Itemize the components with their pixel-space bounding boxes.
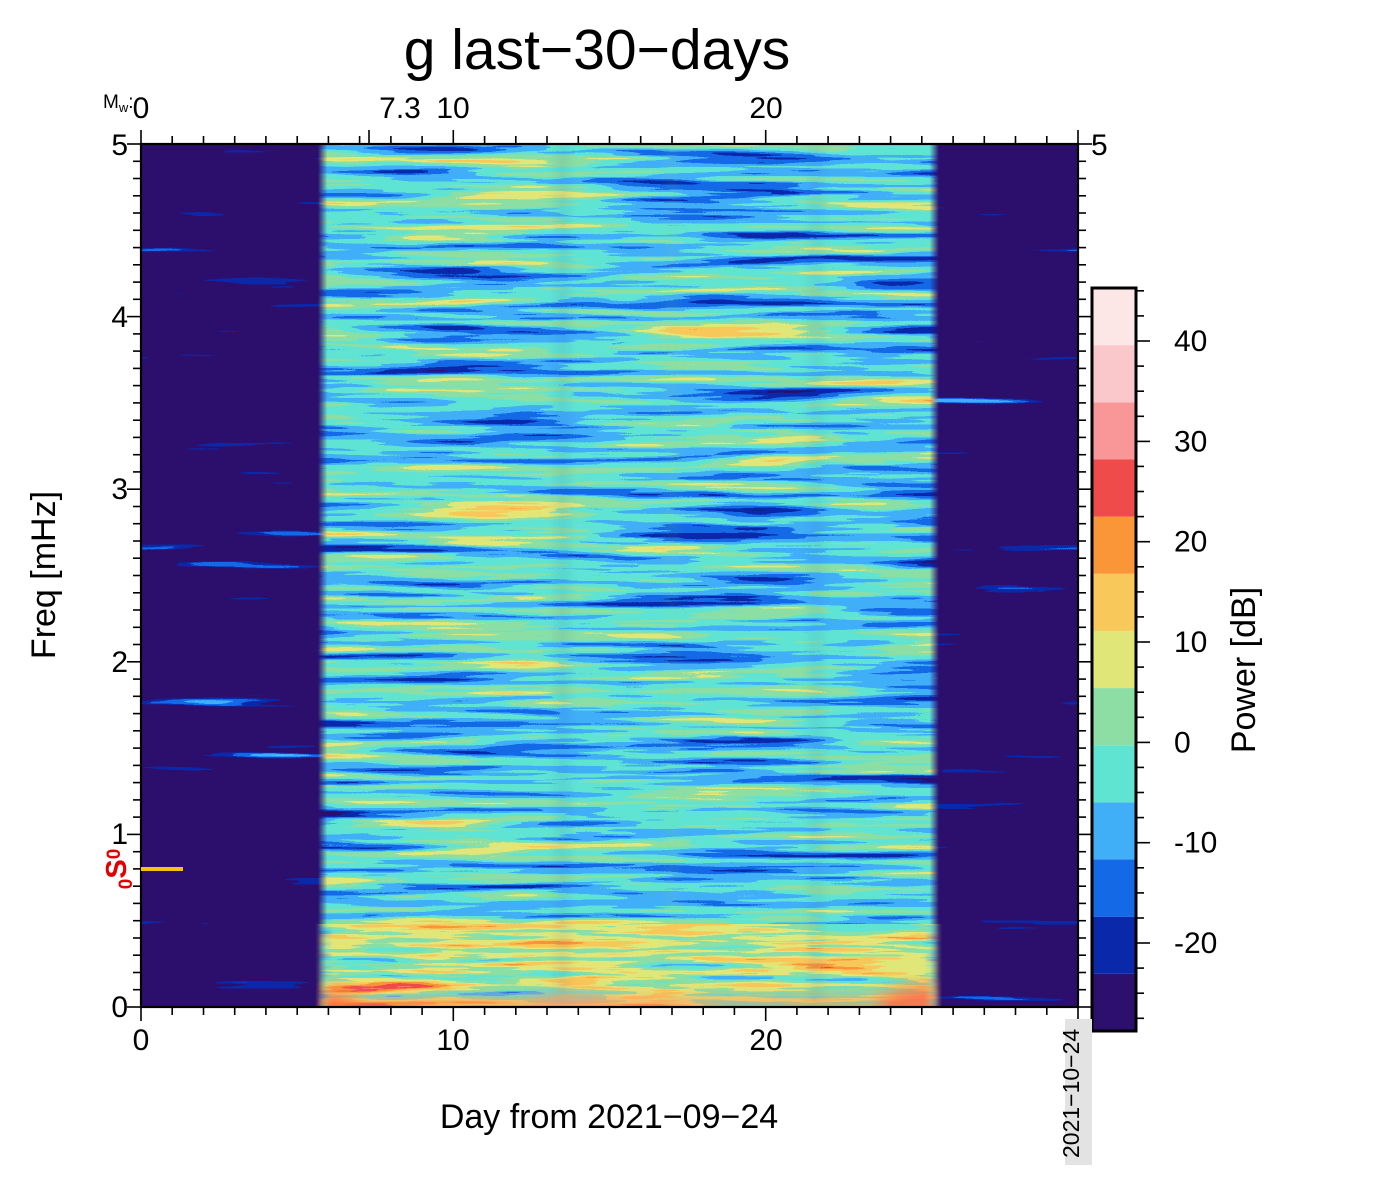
svg-text:3: 3: [111, 473, 128, 506]
svg-text:5: 5: [111, 129, 128, 162]
svg-text:20: 20: [749, 92, 782, 125]
svg-text:g last−30−days: g last−30−days: [404, 18, 791, 82]
svg-text:20: 20: [1174, 526, 1207, 559]
svg-text:Freq [mHz]: Freq [mHz]: [25, 491, 63, 659]
svg-text:S: S: [101, 859, 133, 878]
svg-text:10: 10: [436, 1024, 469, 1057]
svg-text:0: 0: [1174, 726, 1191, 759]
svg-text:2: 2: [111, 646, 128, 679]
svg-text:0: 0: [111, 991, 128, 1024]
svg-text:20: 20: [749, 1024, 782, 1057]
svg-text:0: 0: [116, 879, 137, 890]
svg-text:0: 0: [133, 92, 150, 125]
svg-text:30: 30: [1174, 425, 1207, 458]
svg-text:-20: -20: [1174, 927, 1217, 960]
svg-text:0: 0: [133, 1024, 150, 1057]
svg-text:40: 40: [1174, 325, 1207, 358]
svg-text:4: 4: [111, 301, 128, 334]
svg-text:0: 0: [104, 849, 125, 860]
svg-text:Mw:: Mw:: [103, 92, 134, 115]
svg-text:1: 1: [111, 818, 128, 851]
svg-text:Day from 2021−09−24: Day from 2021−09−24: [440, 1098, 778, 1136]
svg-text:10: 10: [436, 92, 469, 125]
svg-text:10: 10: [1174, 626, 1207, 659]
svg-text:2021−10−24: 2021−10−24: [1058, 1029, 1084, 1158]
svg-text:Power [dB]: Power [dB]: [1225, 587, 1263, 753]
svg-text:5: 5: [1091, 129, 1108, 162]
svg-text:7.3: 7.3: [379, 92, 421, 125]
svg-text:-10: -10: [1174, 827, 1217, 860]
